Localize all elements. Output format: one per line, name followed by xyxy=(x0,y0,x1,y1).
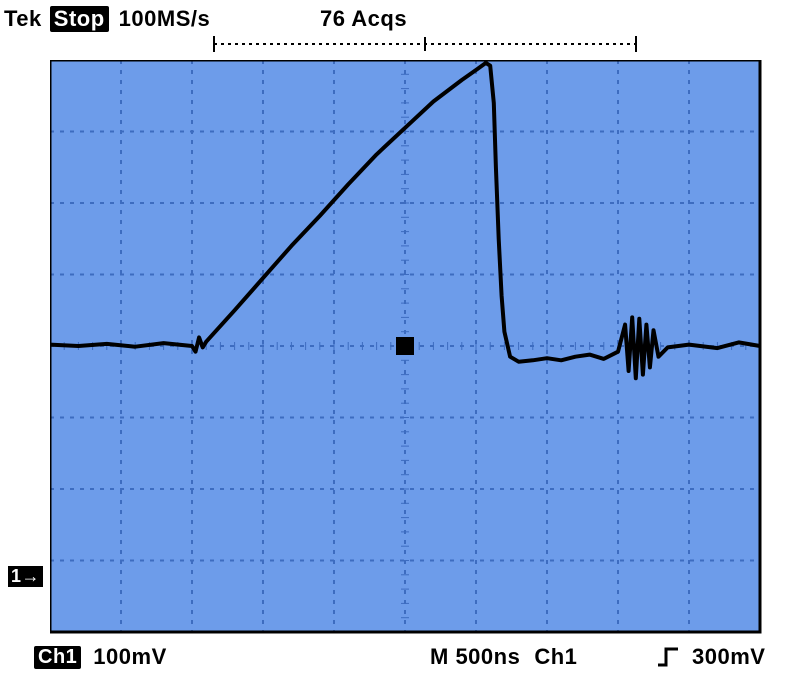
ch1-scale: 100mV xyxy=(93,644,166,670)
brand-label: Tek xyxy=(4,6,42,32)
trig-source: Ch1 xyxy=(534,644,577,670)
ground-marker: 1→ xyxy=(8,566,43,587)
sample-rate: 100MS/s xyxy=(119,6,211,32)
ch1-badge: Ch1 xyxy=(34,646,81,669)
time-scale: M 500ns xyxy=(430,644,520,670)
rising-edge-icon xyxy=(656,645,682,669)
acqs-count: 76 Acqs xyxy=(320,6,407,32)
record-bracket xyxy=(210,34,640,54)
scope-display xyxy=(50,60,764,636)
mode-badge: Stop xyxy=(50,6,109,32)
trig-level: 300mV xyxy=(692,644,765,670)
